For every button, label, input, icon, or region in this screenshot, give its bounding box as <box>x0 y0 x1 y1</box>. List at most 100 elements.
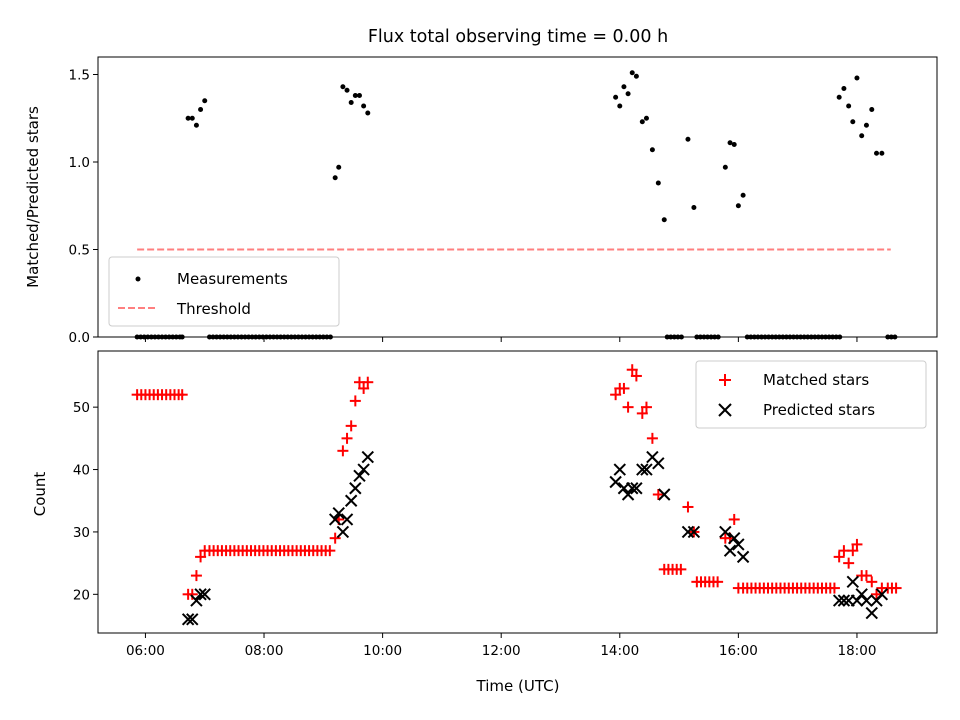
measurement-point <box>649 147 655 153</box>
predicted-star-point <box>723 544 737 557</box>
measurement-point <box>185 115 191 121</box>
predicted-star-point <box>357 463 370 476</box>
measurement-point <box>874 150 880 156</box>
predicted-star-point <box>846 575 860 589</box>
y-axis-label-top: Matched/Predicted stars <box>24 106 42 288</box>
measurement-point <box>854 75 860 81</box>
y-tick-label: 50 <box>73 400 90 416</box>
matched-star-point <box>190 570 202 582</box>
measurement-point <box>639 119 645 125</box>
measurement-point <box>202 98 208 104</box>
matched-star-point <box>890 582 902 594</box>
matched-star-point <box>843 557 855 569</box>
measurement-point <box>629 70 635 76</box>
predicted-star-point <box>328 513 342 526</box>
matched-star-point <box>329 532 341 544</box>
matched-star-point <box>728 513 740 525</box>
x-axis-label: Time (UTC) <box>476 677 560 695</box>
legend-label-measurements: Measurements <box>177 270 288 288</box>
predicted-star-point <box>850 594 864 607</box>
measurement-point <box>735 203 741 209</box>
predicted-star-point <box>353 469 366 482</box>
matched-star-point <box>871 588 883 600</box>
predicted-star-point <box>361 450 374 464</box>
measurement-point <box>731 142 737 147</box>
measurement-point <box>352 93 358 98</box>
matched-star-point <box>358 382 370 394</box>
legend-bottom: Matched stars Predicted stars <box>695 360 927 429</box>
measurement-point <box>643 115 649 121</box>
matched-star-point <box>324 545 336 557</box>
matched-star-point <box>833 551 845 563</box>
measurement-point <box>613 94 619 100</box>
y-tick-label: 30 <box>73 525 90 541</box>
x-tick-label: 18:00 <box>838 643 877 659</box>
measurement-point <box>193 122 199 128</box>
predicted-star-point <box>340 513 354 526</box>
plot-frame-top <box>97 56 938 338</box>
x-tick-label: 16:00 <box>719 643 758 659</box>
x-tick-label: 12:00 <box>482 643 521 659</box>
matched-stars-layer <box>131 364 902 600</box>
matched-star-point <box>712 576 724 588</box>
x-tick-label: 08:00 <box>245 643 284 659</box>
predicted-star-point <box>875 588 889 601</box>
legend-marker-matched <box>719 374 731 386</box>
measurement-point <box>869 107 875 112</box>
predicted-stars-layer <box>181 450 889 626</box>
x-tick-label: 10:00 <box>363 643 402 659</box>
measurement-point <box>348 100 354 105</box>
measurement-point <box>727 140 733 146</box>
predicted-star-point <box>652 457 665 470</box>
predicted-star-point <box>332 507 345 520</box>
predicted-star-point <box>181 613 195 626</box>
measurement-point <box>189 115 195 121</box>
measurement-point <box>879 150 885 156</box>
matched-star-point <box>610 389 622 401</box>
predicted-star-point <box>719 525 732 539</box>
predicted-star-point <box>626 482 639 495</box>
measurement-point <box>859 133 865 139</box>
measurement-point <box>344 87 350 93</box>
matched-star-point <box>176 389 188 401</box>
predicted-star-point <box>640 463 653 476</box>
matched-star-point <box>646 432 658 444</box>
matched-star-point <box>860 570 872 582</box>
measurement-point <box>340 84 346 90</box>
measurement-point <box>625 91 631 97</box>
y-axis-ticks-top: 0.0 0.5 1.0 1.5 <box>69 68 98 346</box>
legend-top: Measurements Threshold <box>108 256 340 327</box>
measurement-point <box>836 94 842 100</box>
matched-star-point <box>851 538 863 550</box>
measurement-point <box>740 192 746 198</box>
predicted-star-point <box>736 550 750 564</box>
predicted-star-point <box>609 475 622 489</box>
x-axis-ticks-top <box>144 337 858 342</box>
matched-star-point <box>349 395 361 407</box>
measurement-point <box>621 84 627 90</box>
matched-star-point <box>345 420 357 432</box>
measurement-point <box>332 175 338 181</box>
predicted-star-point <box>855 588 868 601</box>
measurement-point <box>863 122 869 128</box>
measurement-point <box>722 164 728 170</box>
measurement-point <box>655 180 661 186</box>
measurement-point <box>841 86 847 91</box>
measurement-point <box>198 107 204 112</box>
matched-star-point <box>362 376 374 388</box>
measurement-point <box>685 136 691 142</box>
matched-star-point <box>675 563 687 575</box>
panel-count: 20 30 40 50 06:00 08:00 10:00 12:00 14:00 16:00 1… <box>31 350 938 695</box>
y-tick-label: 20 <box>73 587 90 603</box>
predicted-star-point <box>344 494 358 507</box>
x-tick-label: 14:00 <box>600 643 639 659</box>
predicted-star-point <box>832 594 846 607</box>
predicted-star-point <box>194 588 207 601</box>
y-tick-label: 1.0 <box>69 155 90 171</box>
predicted-star-point <box>349 482 362 495</box>
predicted-star-point <box>190 594 203 607</box>
predicted-star-point <box>186 613 199 626</box>
measurement-point <box>846 103 852 109</box>
predicted-star-point <box>732 538 745 551</box>
